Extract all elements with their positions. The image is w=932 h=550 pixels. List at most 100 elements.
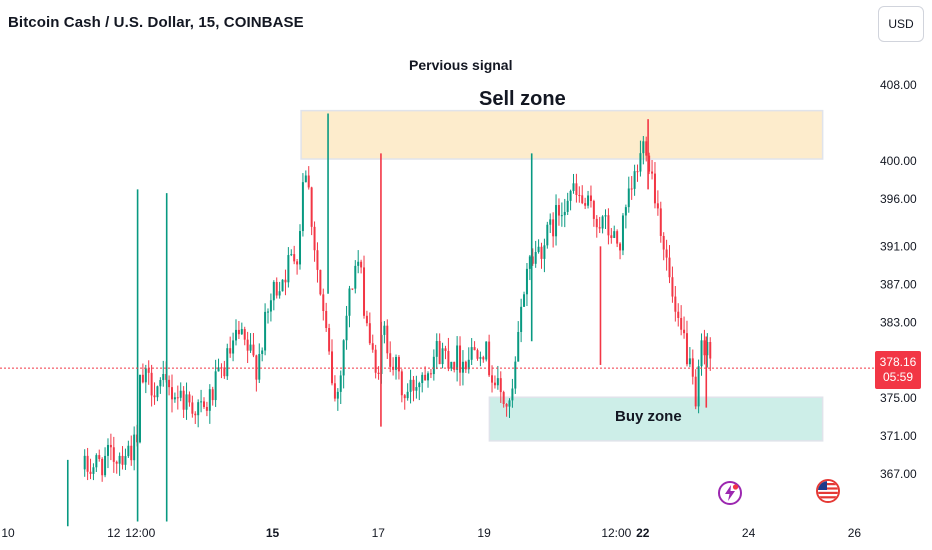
candle-body (371, 343, 374, 350)
candle-body (546, 224, 549, 246)
candle-body (234, 329, 237, 341)
candle-body (421, 374, 424, 384)
candle-body (694, 376, 697, 407)
candle-body (624, 207, 627, 216)
candle-body (141, 374, 144, 383)
candle-body (386, 325, 389, 354)
candle-body (232, 340, 235, 354)
candle-body (636, 171, 639, 173)
candle-body (674, 296, 677, 312)
candle-body (89, 471, 92, 474)
candle-body (214, 371, 217, 401)
candle-body (153, 395, 156, 398)
candle-body (278, 291, 281, 296)
candle-body (697, 366, 700, 407)
candle-body (345, 315, 348, 341)
candle-body (124, 456, 127, 465)
candle-body (316, 250, 319, 270)
candle-body (604, 215, 607, 217)
sell-zone-label: Sell zone (479, 88, 566, 110)
candle-body (168, 379, 171, 388)
us-flag-event-icon[interactable] (816, 479, 840, 503)
y-tick-label: 391.00 (880, 239, 917, 253)
candle-body (354, 265, 357, 289)
candle-body (365, 315, 368, 324)
candle-body (284, 279, 287, 283)
candle-body (429, 373, 432, 375)
candle-body (342, 340, 345, 376)
candle-body (491, 375, 494, 383)
x-tick-label: 19 (477, 526, 491, 540)
y-tick-label: 396.00 (880, 192, 917, 206)
candle-body (188, 394, 191, 403)
candle-body (502, 392, 505, 405)
y-tick-label: 383.00 (880, 315, 917, 329)
candle-body (572, 183, 575, 191)
candle-body (461, 361, 464, 373)
candle-body (147, 368, 150, 373)
candle-body (249, 344, 252, 351)
y-tick-label: 408.00 (880, 78, 917, 92)
candle-body (709, 342, 712, 359)
candle-body (397, 356, 400, 372)
candle-body (150, 372, 153, 396)
candle-body (619, 243, 622, 251)
candle-body (217, 367, 220, 372)
candle-body (191, 402, 194, 414)
candle-body (700, 340, 703, 367)
candle-body (281, 279, 284, 292)
candle-body (144, 368, 147, 383)
candle-body (668, 257, 671, 278)
candle-body (424, 374, 427, 381)
lightning-event-icon[interactable] (718, 481, 742, 505)
candle-body (467, 359, 470, 370)
candle-body (651, 171, 654, 174)
candle-body (360, 261, 363, 268)
candle-body (226, 348, 229, 377)
candle-body (211, 389, 214, 401)
candle-body (182, 390, 185, 410)
candle-body (106, 444, 109, 456)
candle-body (584, 203, 587, 206)
candle-body (400, 371, 403, 396)
candle-body (83, 455, 86, 470)
candle-body (252, 344, 255, 356)
candle-body (525, 268, 528, 295)
candle-body (569, 190, 572, 201)
currency-button[interactable]: USD (878, 6, 924, 42)
candle-body (296, 261, 299, 265)
candle-body (499, 378, 502, 393)
previous-signal-label: Pervious signal (409, 57, 513, 73)
y-axis[interactable]: 408.00400.00396.00391.00387.00383.00379.… (880, 78, 917, 481)
candle-body (653, 173, 656, 204)
candle-body (540, 246, 543, 259)
candle-body (703, 340, 706, 356)
candle-body (560, 215, 563, 217)
candle-body (127, 445, 130, 457)
candle-body (592, 201, 595, 219)
candle-body (549, 219, 552, 225)
candle-body (395, 356, 398, 370)
candle-body (325, 310, 328, 329)
x-tick-label: 22 (636, 526, 650, 540)
candle-body (432, 356, 435, 375)
candle-body (200, 401, 203, 403)
candle-body (243, 329, 246, 340)
candle-body (287, 255, 290, 283)
candle-body (479, 357, 482, 359)
x-tick-label: 10 (1, 526, 15, 540)
candle-body (438, 341, 441, 365)
x-axis[interactable]: 10 12 12:00 15 17 19 12:00 22 24 26 (1, 526, 861, 540)
candle-body (310, 187, 313, 227)
candle-body (683, 329, 686, 334)
candle-body (409, 379, 412, 392)
x-tick-label: 26 (848, 526, 862, 540)
x-tick-label: 12:00 (601, 526, 631, 540)
candle-body (488, 341, 491, 376)
chart-title: Bitcoin Cash / U.S. Dollar, 15, COINBASE (8, 14, 304, 31)
candle-body (336, 391, 339, 399)
candle-body (552, 219, 555, 237)
candle-body (648, 155, 651, 172)
candle-body (616, 231, 619, 244)
